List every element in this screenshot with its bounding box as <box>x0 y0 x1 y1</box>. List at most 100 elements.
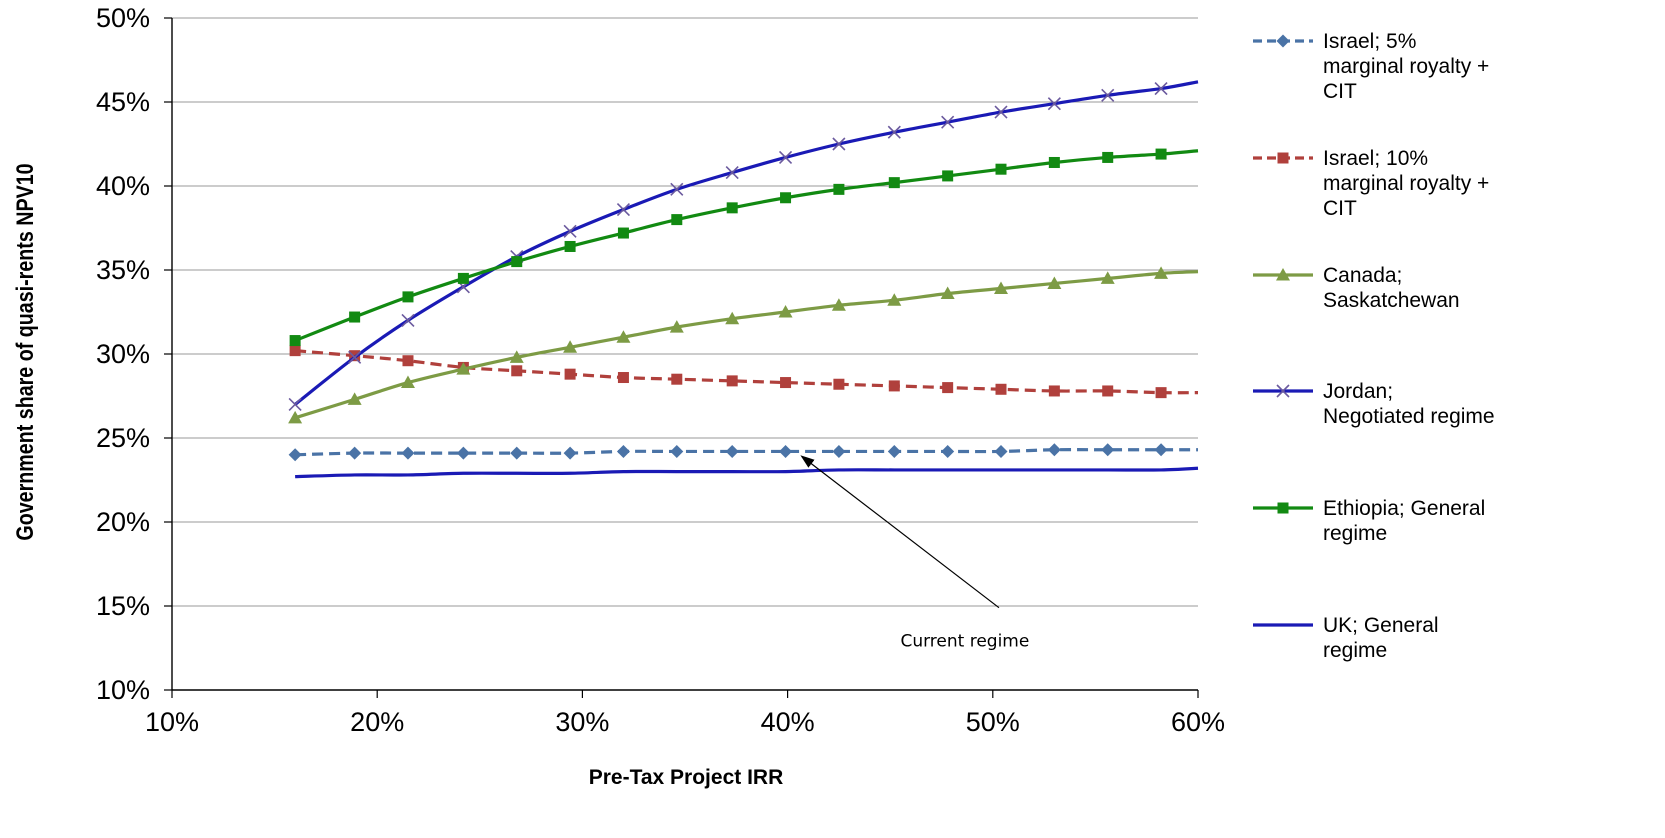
y-tick-label: 20% <box>96 507 150 537</box>
data-point <box>564 368 576 380</box>
data-point <box>511 256 523 268</box>
data-point <box>1101 88 1115 102</box>
legend-marker <box>1276 34 1290 48</box>
data-point <box>887 293 902 306</box>
x-tick-label: 10% <box>145 707 199 737</box>
data-point <box>994 105 1008 119</box>
data-point <box>780 377 792 389</box>
data-point <box>1047 97 1061 111</box>
legend-label: Jordan; Negotiated regime <box>1323 380 1495 428</box>
data-point <box>1100 271 1115 284</box>
y-tick-label: 45% <box>96 87 150 117</box>
data-point <box>348 350 362 364</box>
data-point <box>778 305 793 318</box>
data-point <box>456 446 470 460</box>
data-point <box>1155 148 1167 160</box>
data-point <box>288 397 302 411</box>
data-point <box>779 444 793 458</box>
data-point <box>1155 387 1167 399</box>
y-tick-label: 40% <box>96 171 150 201</box>
data-point <box>833 378 845 390</box>
data-point <box>616 444 630 458</box>
data-point <box>940 286 955 300</box>
series-layer <box>288 80 1199 479</box>
series-line <box>294 149 1199 343</box>
data-point <box>616 330 631 343</box>
data-point <box>671 214 683 226</box>
data-point <box>563 340 578 353</box>
data-point <box>401 313 415 327</box>
data-point <box>888 380 900 392</box>
data-point <box>289 345 301 357</box>
data-point <box>347 392 362 405</box>
data-point <box>1047 276 1062 289</box>
data-point <box>1102 385 1114 397</box>
data-point <box>994 281 1009 294</box>
x-tick-label: 30% <box>555 707 609 737</box>
data-point <box>780 192 792 204</box>
data-point <box>725 444 739 458</box>
data-point <box>941 444 955 458</box>
data-point <box>888 177 900 189</box>
data-point <box>401 446 415 460</box>
legend-item-5: UK; General regime <box>1253 614 1439 662</box>
data-point <box>511 365 523 377</box>
data-point <box>563 446 577 460</box>
x-axis-title: Pre-Tax Project IRR <box>589 766 784 789</box>
data-point <box>1048 385 1060 397</box>
series-1 <box>289 345 1199 399</box>
data-point <box>887 444 901 458</box>
legend-item-3: Jordan; Negotiated regime <box>1253 380 1495 428</box>
data-point <box>617 372 629 384</box>
data-point <box>671 373 683 385</box>
data-point <box>1047 443 1061 457</box>
annotation-arrow <box>800 455 1000 609</box>
data-point <box>995 163 1007 175</box>
data-point <box>1048 156 1060 168</box>
series-4 <box>289 148 1199 347</box>
data-point <box>1154 443 1168 457</box>
series-line <box>294 80 1199 406</box>
data-point <box>831 298 846 311</box>
legend-marker <box>1276 384 1290 398</box>
data-point <box>942 170 954 182</box>
legend-marker <box>1276 268 1290 281</box>
x-tick-label: 50% <box>966 707 1020 737</box>
data-point <box>833 183 845 195</box>
x-tick-label: 20% <box>350 707 404 737</box>
legend-marker <box>1277 152 1289 164</box>
series-line <box>295 466 1199 479</box>
y-tick-label: 30% <box>96 339 150 369</box>
data-point <box>563 224 577 238</box>
data-point <box>402 355 414 367</box>
annotation-label: Current regime <box>900 631 1029 651</box>
data-point <box>348 446 362 460</box>
series-2 <box>288 266 1199 424</box>
legend-item-0: Israel; 5% marginal royalty + CIT <box>1253 30 1489 103</box>
data-point <box>778 150 793 165</box>
data-point <box>564 240 576 252</box>
data-point <box>995 383 1007 395</box>
legend-label: Israel; 5% marginal royalty + CIT <box>1323 30 1489 103</box>
legend-item-2: Canada; Saskatchewan <box>1253 264 1460 312</box>
data-point <box>670 444 684 458</box>
series-line <box>294 270 1199 420</box>
data-point <box>510 446 524 460</box>
data-point <box>669 320 684 333</box>
data-point <box>289 335 301 347</box>
data-point <box>887 125 901 139</box>
data-point <box>670 182 684 196</box>
data-point <box>400 375 415 389</box>
legend-label: Canada; Saskatchewan <box>1323 264 1460 312</box>
data-point <box>349 311 361 323</box>
data-point <box>941 115 955 129</box>
data-point <box>725 311 740 325</box>
data-point <box>726 202 738 214</box>
data-point <box>288 448 302 462</box>
data-point <box>832 444 846 458</box>
y-axis-title: Government share of quasi-rents NPV10 <box>11 163 38 540</box>
y-tick-label: 25% <box>96 423 150 453</box>
series-3 <box>288 80 1199 411</box>
data-point <box>832 137 846 151</box>
data-point <box>616 202 631 217</box>
